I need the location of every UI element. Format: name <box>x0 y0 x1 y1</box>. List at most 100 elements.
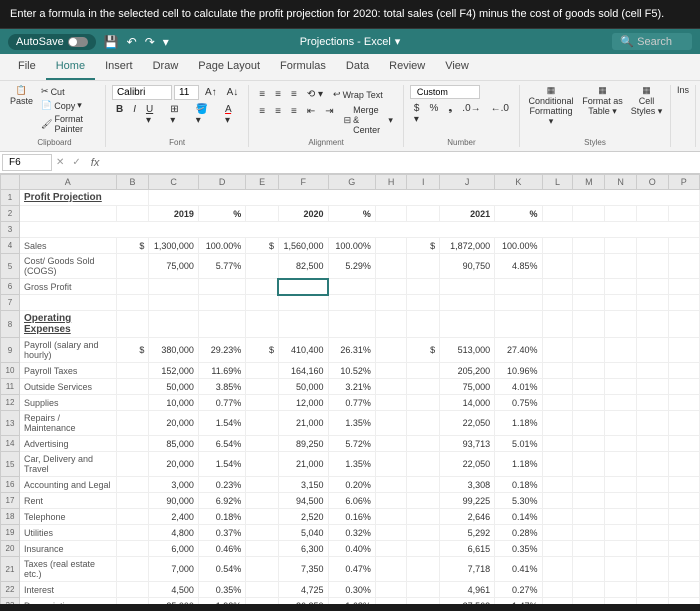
row-header[interactable]: 17 <box>1 493 20 509</box>
cell[interactable]: 0.41% <box>495 557 542 582</box>
cell[interactable]: 93,713 <box>440 436 495 452</box>
row-header[interactable]: 2 <box>1 206 20 222</box>
cell[interactable]: 1.54% <box>198 411 245 436</box>
cell[interactable] <box>573 295 605 311</box>
cell[interactable] <box>668 363 699 379</box>
fx-icon[interactable]: fx <box>85 157 106 169</box>
row-header[interactable]: 11 <box>1 379 20 395</box>
cell[interactable] <box>116 395 149 411</box>
cell[interactable] <box>375 582 407 598</box>
cell[interactable]: 513,000 <box>440 338 495 363</box>
col-header[interactable]: D <box>198 175 245 190</box>
col-header[interactable]: K <box>495 175 542 190</box>
cell[interactable] <box>668 379 699 395</box>
cell[interactable] <box>246 379 279 395</box>
cell[interactable] <box>375 338 407 363</box>
row-label[interactable]: Repairs / Maintenance <box>19 411 116 436</box>
autosave-toggle[interactable]: AutoSave <box>8 34 96 50</box>
dropdown-icon[interactable]: ▾ <box>395 35 401 48</box>
cell[interactable] <box>542 338 573 363</box>
cell[interactable] <box>636 379 668 395</box>
cell[interactable] <box>636 582 668 598</box>
cell[interactable]: 5,040 <box>278 525 328 541</box>
cell[interactable]: 10.96% <box>495 363 542 379</box>
cell[interactable] <box>116 541 149 557</box>
save-icon[interactable]: 💾 <box>104 35 119 49</box>
cell[interactable] <box>573 525 605 541</box>
col-header[interactable]: G <box>328 175 375 190</box>
cell[interactable] <box>375 509 407 525</box>
row-header[interactable]: 10 <box>1 363 20 379</box>
cell[interactable] <box>636 477 668 493</box>
increase-decimal-icon[interactable]: .0→ <box>458 101 484 127</box>
cell[interactable]: 205,200 <box>440 363 495 379</box>
cell[interactable] <box>605 493 637 509</box>
row-header[interactable]: 12 <box>1 395 20 411</box>
cell[interactable] <box>116 295 149 311</box>
cell[interactable] <box>636 395 668 411</box>
cell[interactable]: 22,050 <box>440 411 495 436</box>
cell[interactable] <box>375 363 407 379</box>
cell[interactable] <box>407 411 440 436</box>
row-label[interactable]: Supplies <box>19 395 116 411</box>
cell[interactable] <box>278 279 328 295</box>
cell[interactable] <box>542 395 573 411</box>
cell[interactable] <box>375 436 407 452</box>
cell[interactable] <box>116 311 149 338</box>
align-right-icon[interactable]: ≡ <box>287 104 301 136</box>
cell[interactable]: 0.54% <box>198 557 245 582</box>
cell[interactable] <box>116 363 149 379</box>
row-header[interactable]: 13 <box>1 411 20 436</box>
cell[interactable] <box>668 311 699 338</box>
col-header[interactable]: J <box>440 175 495 190</box>
tab-formulas[interactable]: Formulas <box>270 54 336 80</box>
row-label[interactable]: Payroll Taxes <box>19 363 116 379</box>
cell[interactable] <box>407 582 440 598</box>
cell[interactable] <box>573 598 605 605</box>
cell[interactable] <box>375 493 407 509</box>
cell[interactable] <box>573 311 605 338</box>
cell[interactable]: $ <box>116 238 149 254</box>
cell[interactable]: 7,000 <box>149 557 199 582</box>
cell[interactable]: 0.77% <box>198 395 245 411</box>
cell[interactable] <box>605 557 637 582</box>
cell[interactable] <box>542 295 573 311</box>
cell[interactable]: 1.92% <box>198 598 245 605</box>
cell[interactable]: 21,000 <box>278 411 328 436</box>
cell[interactable] <box>407 493 440 509</box>
cell[interactable]: 1,872,000 <box>440 238 495 254</box>
cell[interactable]: $ <box>246 338 279 363</box>
tab-insert[interactable]: Insert <box>95 54 143 80</box>
cell[interactable] <box>495 279 542 295</box>
bold-button[interactable]: B <box>112 102 127 128</box>
paste-button[interactable]: 📋 Paste <box>10 85 33 135</box>
cell[interactable]: 26.31% <box>328 338 375 363</box>
col-header[interactable]: O <box>636 175 668 190</box>
cell[interactable] <box>636 363 668 379</box>
cell[interactable]: 4.01% <box>495 379 542 395</box>
cell[interactable] <box>375 311 407 338</box>
cell[interactable] <box>636 295 668 311</box>
row-header[interactable]: 19 <box>1 525 20 541</box>
cell[interactable]: $ <box>116 338 149 363</box>
col-header[interactable]: A <box>19 175 116 190</box>
row-header[interactable]: 22 <box>1 582 20 598</box>
tab-data[interactable]: Data <box>336 54 379 80</box>
cell[interactable]: 27,563 <box>440 598 495 605</box>
format-as-table-button[interactable]: ▦Format as Table ▾ <box>580 85 625 127</box>
number-format-select[interactable] <box>410 85 480 99</box>
formula-input[interactable] <box>105 155 698 170</box>
cell[interactable] <box>198 311 245 338</box>
cell[interactable]: $ <box>407 238 440 254</box>
cell[interactable]: 0.18% <box>198 509 245 525</box>
cell[interactable]: 0.18% <box>495 477 542 493</box>
cell[interactable] <box>668 254 699 279</box>
cell[interactable] <box>407 254 440 279</box>
cell[interactable]: 94,500 <box>278 493 328 509</box>
cell[interactable] <box>246 582 279 598</box>
cell[interactable] <box>198 295 245 311</box>
cell[interactable]: 75,000 <box>149 254 199 279</box>
cell[interactable] <box>278 311 328 338</box>
underline-button[interactable]: U ▾ <box>142 102 164 128</box>
cell[interactable] <box>407 436 440 452</box>
